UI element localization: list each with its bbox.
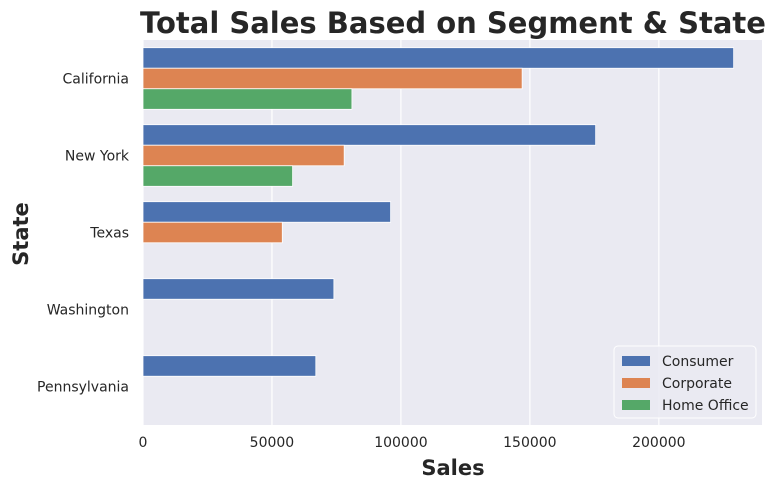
bar-consumer: [142, 278, 335, 300]
chart-title: Total Sales Based on Segment & State: [140, 6, 766, 40]
bars: [142, 47, 735, 377]
x-ticks: 0 50000 100000 150000 200000: [139, 435, 686, 451]
y-tick-label: New York: [65, 149, 130, 165]
bar-corporate: [142, 144, 345, 167]
x-tick-label: 50000: [250, 435, 295, 451]
legend-label: Home Office: [662, 398, 749, 414]
x-tick-label: 100000: [374, 435, 427, 451]
bar-home-office: [142, 88, 353, 110]
legend: Consumer Corporate Home Office: [613, 345, 757, 419]
y-tick-label: Pennsylvania: [37, 380, 129, 396]
bar-consumer: [142, 201, 392, 223]
bar-corporate: [142, 67, 523, 90]
legend-swatch: [622, 378, 650, 388]
x-tick-label: 150000: [503, 435, 556, 451]
bar-consumer: [142, 355, 317, 377]
bar-home-office: [142, 165, 293, 187]
y-tick-label: Washington: [47, 303, 129, 319]
y-tick-label: California: [63, 72, 129, 88]
bar-corporate: [142, 221, 283, 244]
y-tick-label: Texas: [89, 226, 129, 242]
bar-consumer: [142, 47, 735, 69]
y-axis-title: State: [9, 202, 33, 266]
legend-swatch: [622, 356, 650, 366]
legend-swatch: [622, 400, 650, 410]
x-axis-title: Sales: [421, 456, 484, 480]
legend-label: Corporate: [662, 376, 732, 392]
bar-consumer: [142, 124, 597, 146]
y-ticks: California New York Texas Washington Pennsyl…: [37, 72, 130, 396]
x-tick-label: 0: [139, 435, 148, 451]
x-tick-label: 200000: [632, 435, 685, 451]
legend-label: Consumer: [662, 354, 734, 370]
